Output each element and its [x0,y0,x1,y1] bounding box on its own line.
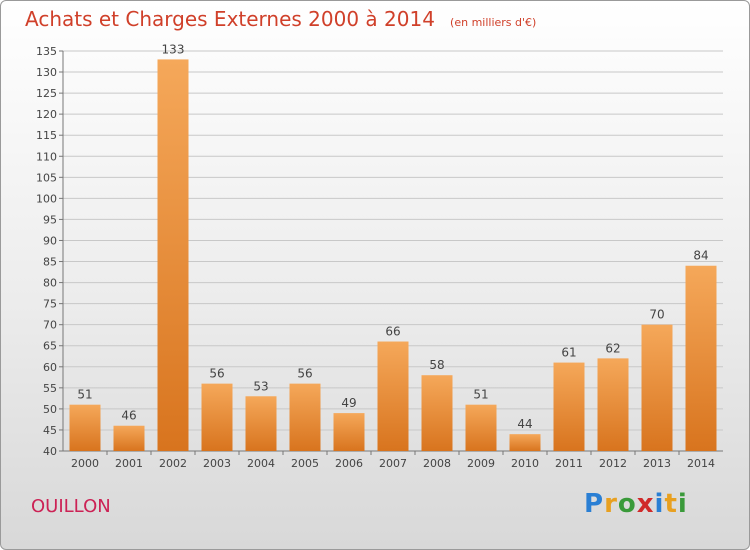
y-tick-labels: 40 45 50 55 60 65 70 75 80 85 90 95 100 105 110 115 120 1… [36,45,57,458]
commune-name: OUILLON [31,496,111,517]
logo-letter: i [677,489,688,519]
bar [69,404,101,451]
x-tick-label: 2012 [599,457,627,470]
bar [465,404,497,451]
x-tick-label: 2004 [247,457,275,470]
data-label: 53 [253,379,268,393]
x-tick-label: 2005 [291,457,319,470]
logo-letter: x [636,489,655,519]
y-tick-label: 115 [36,129,57,142]
title-row: Achats et Charges Externes 2000 à 2014 (… [25,7,536,31]
bar [333,413,365,451]
logo-letter: o [617,489,637,519]
bar [113,425,145,451]
bar [157,59,189,451]
y-tick-label: 70 [43,319,57,332]
bar [553,362,585,451]
y-tick-label: 110 [36,150,57,163]
logo-letter: P [584,489,605,519]
y-tick-label: 95 [43,213,57,226]
data-label: 58 [429,358,444,372]
data-label: 51 [77,388,92,402]
x-tick-label: 2003 [203,457,231,470]
bar [245,396,277,451]
x-tick-label: 2009 [467,457,495,470]
bar [641,324,673,451]
x-tick-label: 2011 [555,457,583,470]
data-label: 44 [517,417,532,431]
y-tick-label: 90 [43,234,57,247]
x-tick-label: 2002 [159,457,187,470]
y-tick-label: 45 [43,424,57,437]
logo-letter: r [604,489,618,519]
logo-letter: i [654,489,665,519]
y-tick-label: 85 [43,256,57,269]
bar [685,265,717,451]
y-tick-label: 60 [43,361,57,374]
y-tick-label: 55 [43,382,57,395]
bar [201,383,233,451]
data-label: 56 [297,367,312,381]
y-tick-label: 80 [43,277,57,290]
x-tick-label: 2008 [423,457,451,470]
y-tick-label: 75 [43,298,57,311]
data-label: 62 [605,341,620,355]
data-label: 133 [162,42,185,56]
data-label: 84 [693,249,708,263]
bars [69,59,717,451]
data-labels: 51 46 133 56 53 56 49 66 58 51 44 61 62 70 84 [77,42,708,431]
y-tick-label: 135 [36,45,57,58]
logo-letter: t [664,489,678,519]
x-tick-label: 2007 [379,457,407,470]
data-label: 70 [649,308,664,322]
data-label: 66 [385,325,400,339]
bar [509,434,541,451]
y-tick-label: 100 [36,192,57,205]
chart-subtitle: (en milliers d'€) [450,16,537,29]
data-label: 51 [473,388,488,402]
bar [289,383,321,451]
bar [377,341,409,451]
y-tick-label: 40 [43,445,57,458]
x-tick-label: 2010 [511,457,539,470]
proxiti-logo: Proxiti [584,489,688,519]
bar [597,358,629,451]
chart-title: Achats et Charges Externes 2000 à 2014 [25,7,435,31]
x-tick-label: 2000 [71,457,99,470]
x-tick-label: 2001 [115,457,143,470]
x-tick-label: 2006 [335,457,363,470]
x-tick-label: 2013 [643,457,671,470]
y-tick-label: 50 [43,403,57,416]
y-tick-label: 65 [43,340,57,353]
bar [421,375,453,451]
y-tick-label: 125 [36,87,57,100]
x-tick-label: 2014 [687,457,715,470]
y-tick-label: 130 [36,66,57,79]
y-tick-label: 120 [36,108,57,121]
data-label: 56 [209,367,224,381]
x-tick-labels: 2000 2001 2002 2003 2004 2005 2006 2007 2008 2009… [71,457,715,470]
data-label: 46 [121,409,136,423]
y-tick-label: 105 [36,171,57,184]
data-label: 49 [341,396,356,410]
data-label: 61 [561,346,576,360]
